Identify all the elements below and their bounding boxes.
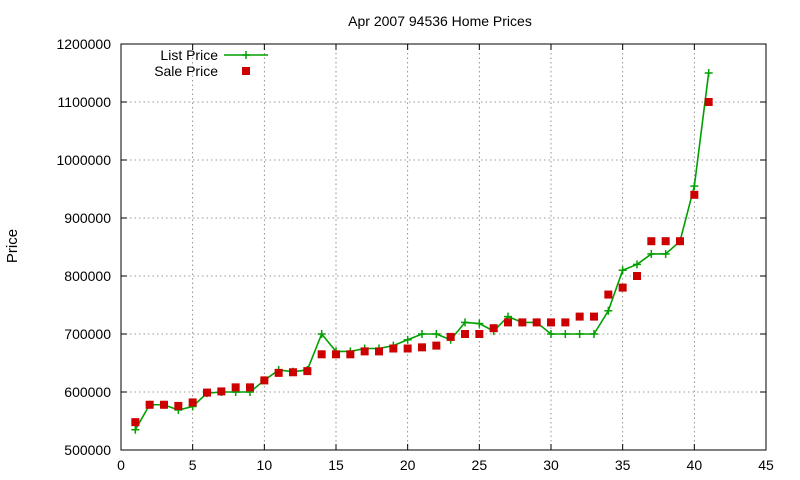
sale-price-point (647, 237, 656, 246)
legend-square-marker (242, 67, 250, 75)
sale-price-point (389, 344, 398, 353)
series-layer (131, 69, 713, 434)
sale-price-point (561, 318, 570, 327)
sale-price-point (676, 237, 684, 246)
sale-price-point (518, 318, 527, 327)
x-tick-label: 20 (400, 457, 416, 473)
list-price-point (575, 330, 584, 338)
list-price-point (461, 318, 469, 327)
sale-price-point (446, 332, 455, 341)
sale-price-point (188, 398, 197, 407)
sale-price-point (131, 418, 140, 427)
list-price-point (690, 182, 699, 191)
sale-price-point (217, 387, 226, 396)
x-tick-label: 15 (328, 457, 344, 473)
sale-price-point (704, 98, 713, 106)
y-tick-label: 500000 (64, 442, 111, 458)
legend-label-list-price: List Price (160, 47, 218, 63)
legend-label-sale-price: Sale Price (154, 63, 218, 79)
sale-price-point (246, 383, 254, 392)
y-tick-label: 600000 (64, 384, 111, 400)
list-price-point (561, 330, 570, 338)
y-tick-label: 1000000 (56, 152, 111, 168)
list-price-point (418, 330, 426, 338)
list-price-point (618, 266, 627, 275)
list-price-point (647, 249, 656, 258)
sale-price-point (532, 318, 541, 327)
sale-price-point (231, 383, 240, 392)
sale-price-point (489, 324, 498, 333)
list-price-point (403, 335, 412, 344)
y-tick-label: 1100000 (58, 94, 112, 110)
sale-price-point (590, 312, 598, 321)
ticks: 0 5 10 15 20 25 30 35 40 45 500000 600000 700000 8000… (56, 36, 774, 473)
list-price-point (704, 69, 713, 77)
sale-price-point (274, 368, 283, 377)
sale-price-point (547, 318, 555, 327)
x-tick-label: 45 (758, 457, 774, 473)
list-price-point (317, 330, 326, 338)
x-tick-label: 30 (543, 457, 559, 473)
sale-price-point (375, 347, 383, 356)
sale-price-point (289, 368, 297, 377)
chart-title: Apr 2007 94536 Home Prices (348, 13, 532, 29)
sale-price-point (418, 343, 426, 352)
list-price-point (475, 319, 484, 328)
grid (121, 44, 766, 450)
sale-price-point (461, 330, 469, 338)
x-tick-label: 40 (687, 457, 703, 473)
x-tick-label: 25 (472, 457, 488, 473)
legend-sample-sale-price (242, 67, 250, 75)
sale-price-point (432, 341, 441, 350)
sale-price-point (203, 388, 211, 397)
y-axis-label: Price (4, 229, 21, 263)
list-price-point (432, 330, 441, 338)
list-price-point (604, 306, 613, 315)
sale-price-point (690, 190, 699, 199)
sale-price-point (346, 350, 355, 359)
sale-price-point (145, 400, 154, 409)
sale-price-point (403, 344, 412, 353)
y-tick-label: 700000 (64, 326, 111, 342)
list-price-point (633, 260, 641, 269)
sale-price-point (604, 290, 613, 299)
sale-price-point (504, 318, 512, 327)
x-tick-label: 10 (257, 457, 273, 473)
plot-frame (120, 43, 767, 451)
sale-price-point (633, 272, 641, 280)
legend-plus-marker (242, 51, 250, 59)
sale-price-point (360, 347, 369, 356)
sale-price-point (160, 400, 168, 409)
list-price-point (131, 425, 140, 434)
legend: List Price Sale Price (154, 47, 268, 79)
x-tick-label: 5 (189, 457, 197, 473)
y-tick-label: 900000 (64, 210, 111, 226)
sale-price-point (575, 312, 584, 321)
legend-sample-list-price (224, 51, 268, 59)
sale-price-point (174, 401, 183, 410)
sale-price-point (303, 367, 312, 376)
x-tick-label: 35 (615, 457, 631, 473)
list-price-point (661, 249, 670, 258)
sale-price-point (661, 237, 670, 246)
sale-price-point (317, 350, 326, 359)
sale-price-point (332, 350, 340, 359)
sale-price-point (260, 376, 269, 385)
sale-price-point (475, 330, 484, 338)
x-tick-label: 0 (117, 457, 125, 473)
list-price-point (547, 330, 555, 338)
y-tick-label: 800000 (64, 268, 111, 284)
sale-price-point (618, 283, 627, 292)
y-tick-label: 1200000 (56, 36, 111, 52)
list-price-point (590, 330, 598, 338)
